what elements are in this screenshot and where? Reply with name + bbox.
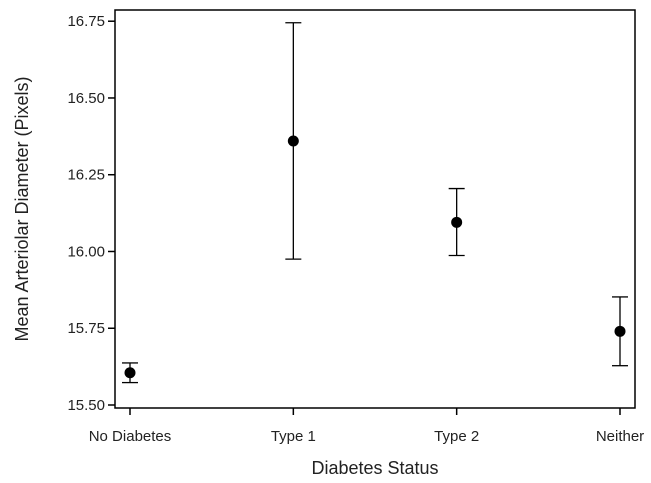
data-point bbox=[614, 325, 626, 337]
y-tick-label: 16.00 bbox=[67, 243, 105, 260]
plot-frame bbox=[114, 9, 636, 409]
y-tick-label: 15.75 bbox=[67, 320, 105, 337]
x-tick-label: Type 1 bbox=[271, 428, 316, 445]
data-point bbox=[451, 216, 463, 228]
data-point-group bbox=[612, 296, 628, 367]
x-axis: No Diabetes Type 1 Type 2 Neither bbox=[89, 408, 644, 445]
y-tick-label: 16.25 bbox=[67, 167, 105, 184]
data-point bbox=[287, 135, 299, 147]
data-point-group bbox=[448, 187, 465, 257]
y-axis: 15.50 15.75 16.00 16.25 16.50 16.75 bbox=[67, 13, 115, 414]
y-tick-label: 16.75 bbox=[67, 13, 105, 30]
data-marks bbox=[122, 22, 628, 384]
x-axis-title: Diabetes Status bbox=[311, 458, 438, 478]
x-tick-label: No Diabetes bbox=[89, 428, 172, 445]
data-point-group bbox=[285, 22, 302, 260]
y-tick-label: 16.50 bbox=[67, 90, 105, 107]
y-axis-title: Mean Arteriolar Diameter (Pixels) bbox=[12, 76, 32, 341]
data-point-group bbox=[122, 362, 138, 384]
y-tick-label: 15.50 bbox=[67, 397, 105, 414]
x-tick-label: Neither bbox=[596, 428, 644, 445]
data-point bbox=[124, 367, 136, 379]
x-tick-label: Type 2 bbox=[434, 428, 479, 445]
